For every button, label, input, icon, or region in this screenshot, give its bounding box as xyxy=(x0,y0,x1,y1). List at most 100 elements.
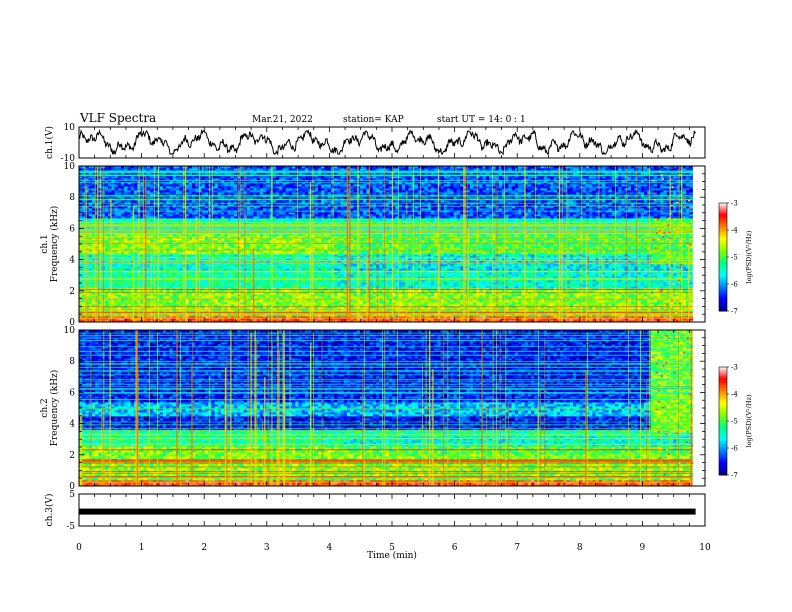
spectrogram-cell xyxy=(279,306,283,309)
spectrogram-cell xyxy=(214,284,219,287)
spectrogram-cell xyxy=(434,290,438,293)
spectrogram-cell xyxy=(221,320,225,323)
spectrogram-cell xyxy=(133,300,138,303)
spectrogram-cell xyxy=(250,280,254,283)
spectrogram-cell xyxy=(130,290,135,293)
spectrogram-cell xyxy=(233,284,238,287)
spectrogram-cell xyxy=(376,286,380,289)
spectrogram-cell xyxy=(576,320,580,323)
spectrogram-cell xyxy=(321,316,325,319)
spectrogram-cell xyxy=(550,316,555,319)
spectrogram-cell xyxy=(595,284,600,287)
spectrogram-cell xyxy=(686,286,690,289)
spectrogram-cell xyxy=(543,282,548,285)
spectrogram-cell xyxy=(321,296,325,299)
spectrogram-cell xyxy=(188,300,193,303)
spectrogram-cell xyxy=(524,320,529,323)
spectrogram-cell xyxy=(285,300,290,303)
spectrogram-cell xyxy=(334,318,338,321)
spectrogram-cell xyxy=(392,284,396,287)
spectrogram-cell xyxy=(531,296,535,299)
spectrogram-cell xyxy=(589,294,593,297)
spectrogram-cell xyxy=(263,300,267,303)
spectrogram-cell xyxy=(501,320,506,323)
spectrogram-cell xyxy=(192,282,196,285)
spectrogram-cell xyxy=(521,306,525,309)
spectrogram-cell xyxy=(82,282,86,285)
spectrogram-cell xyxy=(573,292,577,295)
spectrogram-cell xyxy=(524,292,529,295)
spectrogram-cell xyxy=(582,296,587,299)
spectrogram-cell xyxy=(385,306,390,309)
spectrogram-cell xyxy=(472,294,477,297)
spectrogram-cell xyxy=(492,304,496,307)
spectrogram-cell xyxy=(553,304,558,307)
header-station: station= KAP xyxy=(343,115,404,125)
spectrogram-cell xyxy=(527,302,532,305)
spectrogram-cell xyxy=(288,306,293,309)
spectrogram-cell xyxy=(414,296,419,299)
spectrogram-cell xyxy=(198,316,203,319)
spectrogram-cell xyxy=(479,300,484,303)
spectrogram-cell xyxy=(650,304,655,307)
spectrogram-cell xyxy=(611,320,616,323)
spectrogram-cell xyxy=(172,320,177,323)
spectrogram-cell xyxy=(172,296,177,299)
spectrogram-cell xyxy=(430,306,435,309)
spectrogram-cell xyxy=(272,300,277,303)
spectrogram-cell xyxy=(618,296,622,299)
spectrogram-cell xyxy=(505,292,509,295)
spectrogram-cell xyxy=(240,280,245,283)
spectrogram-cell xyxy=(259,320,264,323)
spectrogram-cell xyxy=(508,304,513,307)
spectrogram-cell xyxy=(650,316,655,319)
spectrogram-cell xyxy=(637,292,642,295)
spectrogram-cell xyxy=(401,296,406,299)
spectrogram-cell xyxy=(518,296,522,299)
spectrogram-cell xyxy=(505,296,509,299)
spectrogram-cell xyxy=(592,316,597,319)
spectrogram-cell xyxy=(602,296,606,299)
spectrogram-cell xyxy=(440,290,445,293)
spectrogram-cell xyxy=(120,306,125,309)
spectrogram-cell xyxy=(686,282,690,285)
spectrogram-cell xyxy=(350,292,354,295)
spectrogram-cell xyxy=(88,302,93,305)
spectrogram-cell xyxy=(408,290,412,293)
spectrogram-cell xyxy=(379,320,383,323)
spectrogram-cell xyxy=(414,292,419,295)
spectrogram-cell xyxy=(266,300,270,303)
spectrogram-cell xyxy=(159,318,164,321)
spectrogram-cell xyxy=(644,296,648,299)
spectrogram-cell xyxy=(614,296,619,299)
spectrogram-cell xyxy=(124,284,128,287)
spectrogram-cell xyxy=(508,320,513,323)
spectrogram-cell xyxy=(656,300,661,303)
spectrogram-cell xyxy=(153,286,157,289)
spectrogram-cell xyxy=(592,300,597,303)
spectrogram-cell xyxy=(343,284,348,287)
spectrogram-cell xyxy=(88,280,93,283)
spectrogram-cell xyxy=(317,284,322,287)
spectrogram-cell xyxy=(104,282,109,285)
spectrogram-cell xyxy=(550,284,555,287)
spectrogram-cell xyxy=(401,294,406,297)
spectrogram-cell xyxy=(408,292,412,295)
spectrogram-cell xyxy=(85,304,90,307)
spectrogram-cell xyxy=(111,284,115,287)
spectrogram-cell xyxy=(531,294,535,297)
spectrogram-cell xyxy=(224,294,228,297)
spectrogram-cell xyxy=(275,280,280,283)
spectrogram-cell xyxy=(217,306,222,309)
spectrogram-cell xyxy=(208,286,212,289)
spectrogram-cell xyxy=(363,304,367,307)
spectrogram-cell xyxy=(179,290,183,293)
spectrogram-cell xyxy=(534,304,538,307)
spectrogram-cell xyxy=(350,286,354,289)
spectrogram-cell xyxy=(253,294,257,297)
spectrogram-cell xyxy=(618,320,622,323)
spectrogram-cell xyxy=(608,302,613,305)
spectrogram-cell xyxy=(150,320,154,323)
spectrogram-cell xyxy=(275,294,280,297)
spectrogram-cell xyxy=(469,292,474,295)
